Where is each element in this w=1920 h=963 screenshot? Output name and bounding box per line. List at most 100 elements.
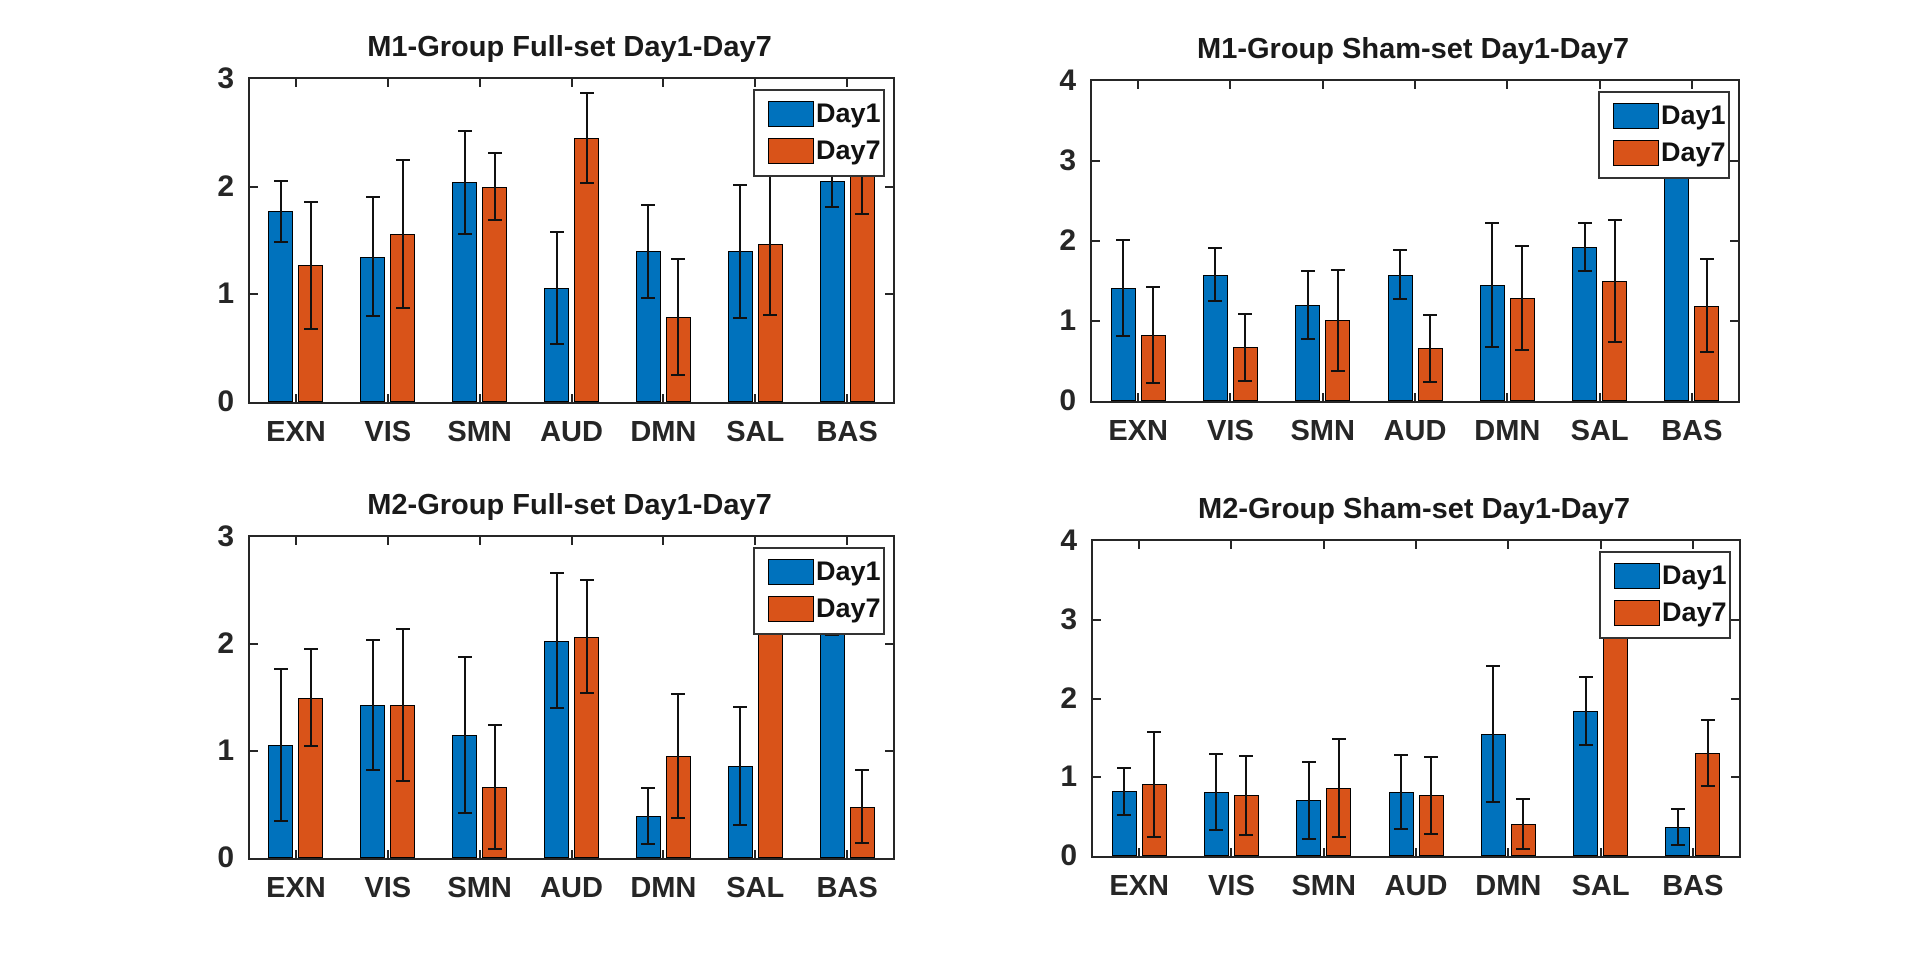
bar-day1-bas — [819, 181, 845, 402]
legend-label-day7: Day7 — [816, 135, 881, 165]
errorbar-cap — [1486, 800, 1501, 803]
y-tick — [1730, 320, 1738, 322]
x-axis-tick-label-bas: BAS — [1662, 870, 1724, 902]
errorbar-cap — [457, 129, 472, 132]
errorbar-cap — [273, 819, 288, 822]
x-tick — [1322, 541, 1325, 549]
chart-m2-sham-set: M2-Group Sham-set Day1-Day7 0 1 2 3 4 EXN VIS S… — [1060, 493, 1741, 902]
errorbar-cap — [579, 91, 594, 94]
legend: Day1 Day7 — [1599, 551, 1731, 639]
errorbar-cap — [1670, 843, 1685, 846]
x-tick — [294, 537, 297, 545]
errorbar-cap — [733, 183, 748, 186]
errorbar-cap — [457, 655, 472, 658]
errorbar-day7-vis — [1245, 755, 1248, 835]
errorbar-day1-bas — [1676, 808, 1679, 845]
errorbar-cap — [1485, 221, 1500, 224]
y-tick — [1730, 240, 1738, 242]
x-axis-tick-label-vis: VIS — [1208, 870, 1255, 902]
errorbar-cap — [1699, 258, 1714, 261]
errorbar-day1-smn — [463, 656, 466, 814]
errorbar-cap — [1577, 222, 1592, 225]
y-axis-tick-label: 4 — [1060, 524, 1077, 557]
legend-swatch-day1 — [1614, 562, 1660, 589]
errorbar-cap — [671, 817, 686, 820]
errorbar-cap — [1147, 730, 1162, 733]
errorbar-cap — [303, 200, 318, 203]
x-tick — [294, 394, 297, 402]
errorbar-day1-dmn — [1492, 666, 1495, 802]
x-tick — [1229, 81, 1232, 89]
x-tick — [294, 79, 297, 87]
legend-item-day1: Day1 — [755, 553, 883, 590]
x-axis-tick-label-aud: AUD — [1384, 870, 1448, 902]
y-axis-tick-label: 3 — [217, 62, 234, 95]
errorbar-cap — [365, 769, 380, 772]
x-tick — [662, 537, 665, 545]
legend-label-day7: Day7 — [1661, 137, 1726, 167]
x-axis-tick-label-exn: EXN — [1108, 415, 1168, 447]
errorbar-cap — [763, 313, 778, 316]
errorbar-cap — [303, 648, 318, 651]
x-tick — [662, 850, 665, 858]
errorbar-day1-aud — [555, 573, 558, 709]
x-tick — [1691, 541, 1694, 549]
x-tick — [662, 394, 665, 402]
errorbar-day1-sal — [1584, 677, 1587, 745]
errorbar-cap — [1485, 346, 1500, 349]
x-tick — [1506, 81, 1509, 89]
y-axis-tick-label: 0 — [217, 385, 234, 418]
errorbar-cap — [1301, 837, 1316, 840]
errorbar-cap — [1515, 348, 1530, 351]
errorbar-day7-exn — [309, 649, 312, 746]
x-axis-tick-label-smn: SMN — [447, 872, 512, 904]
x-axis-tick-label-aud: AUD — [540, 872, 603, 904]
x-tick — [478, 537, 481, 545]
legend-item-day1: Day1 — [1601, 557, 1729, 594]
x-axis-tick-label-vis: VIS — [1207, 415, 1254, 447]
errorbar-cap — [671, 374, 686, 377]
errorbar-day1-aud — [1400, 755, 1402, 830]
errorbar-cap — [1146, 286, 1161, 289]
x-axis-tick-label-smn: SMN — [447, 416, 512, 448]
bar-day1-exn — [268, 211, 294, 402]
x-axis-tick-label-sal: SAL — [726, 416, 785, 448]
x-tick — [754, 79, 757, 87]
x-axis-tick-label-bas: BAS — [816, 416, 878, 448]
errorbar-cap — [395, 779, 410, 782]
x-tick — [386, 79, 389, 87]
x-axis-tick-label-vis: VIS — [364, 416, 412, 448]
x-tick — [1507, 541, 1510, 549]
errorbar-day1-sal — [739, 707, 742, 825]
errorbar-cap — [1394, 828, 1408, 831]
x-tick — [478, 394, 481, 402]
errorbar-day1-bas — [831, 155, 834, 208]
legend: Day1 Day7 — [753, 89, 885, 177]
legend-label-day1: Day1 — [1661, 100, 1726, 130]
errorbar-cap — [855, 212, 870, 215]
errorbar-day1-exn — [279, 181, 282, 242]
x-axis-tick-label-dmn: DMN — [1474, 415, 1541, 447]
errorbar-cap — [457, 233, 472, 236]
x-tick — [478, 79, 481, 87]
errorbar-cap — [549, 230, 564, 233]
x-axis-tick-label-dmn: DMN — [630, 416, 697, 448]
errorbar-cap — [641, 843, 656, 846]
y-axis-tick-label: 2 — [1060, 681, 1077, 715]
bar-day1-bas — [1664, 153, 1690, 401]
x-tick — [1138, 848, 1141, 856]
errorbar-cap — [1146, 382, 1161, 385]
errorbar-cap — [1515, 244, 1530, 247]
errorbar-cap — [1607, 219, 1622, 222]
bar-day7-smn — [482, 186, 508, 402]
errorbar-day7-smn — [1337, 739, 1340, 838]
y-axis-tick-label: 1 — [1059, 304, 1076, 337]
legend-swatch-day1 — [1613, 102, 1659, 129]
bar-day7-sal — [757, 606, 783, 858]
errorbar-day1-dmn — [647, 788, 650, 845]
y-tick — [250, 643, 258, 645]
y-axis-tick-label: 4 — [1059, 64, 1076, 97]
errorbar-day7-bas — [1706, 719, 1709, 786]
x-axis-tick-label-exn: EXN — [266, 872, 326, 904]
